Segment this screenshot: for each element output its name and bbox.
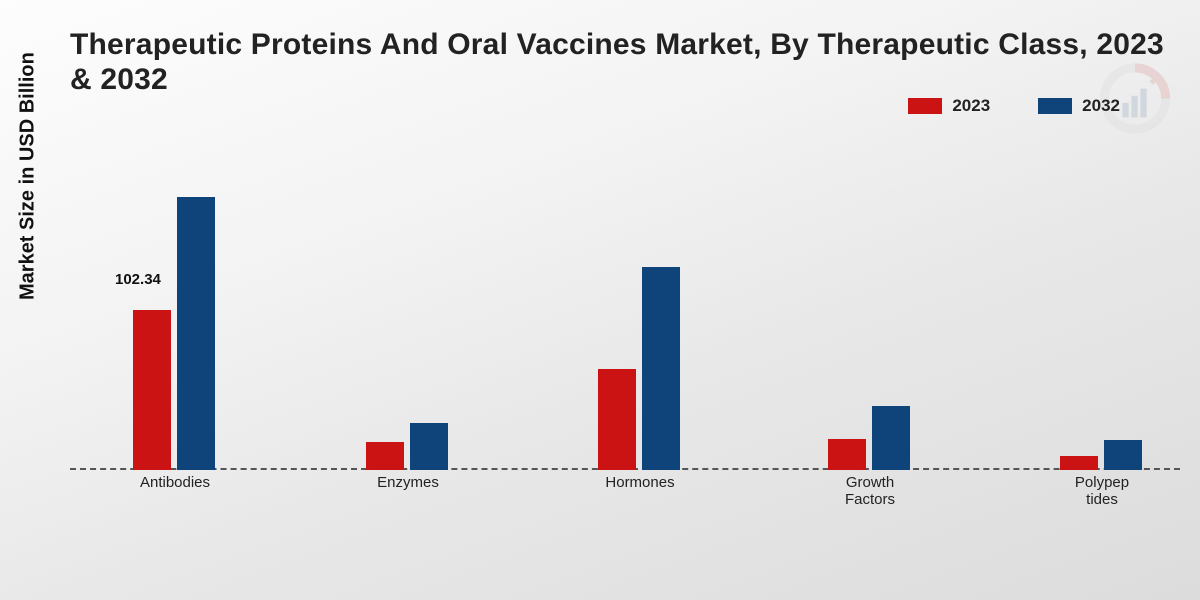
x-label: Enzymes	[338, 474, 478, 491]
x-label: Hormones	[570, 474, 710, 491]
bar	[177, 197, 215, 470]
bar-group	[580, 150, 700, 470]
legend-swatch-2032	[1038, 98, 1072, 114]
legend-label-2023: 2023	[952, 96, 990, 116]
value-label: 102.34	[115, 271, 161, 288]
bar	[410, 423, 448, 470]
x-label: Growth Factors	[800, 474, 940, 509]
bar-group	[115, 150, 235, 470]
legend-item-2032: 2032	[1038, 96, 1120, 116]
x-label: Polypep tides	[1032, 474, 1172, 509]
chart-plot-area: 102.34	[70, 150, 1180, 470]
x-axis-labels: Antibodies Enzymes Hormones Growth Factors P…	[70, 474, 1180, 534]
bar	[872, 406, 910, 470]
bar	[133, 310, 171, 470]
bar	[1104, 440, 1142, 470]
chart-title: Therapeutic Proteins And Oral Vaccines M…	[70, 28, 1170, 97]
bar	[642, 267, 680, 470]
bar-group	[810, 150, 930, 470]
bar-group	[348, 150, 468, 470]
bar	[366, 442, 404, 470]
bar-group	[1042, 150, 1162, 470]
bar	[1060, 456, 1098, 470]
y-axis-label: Market Size in USD Billion	[17, 52, 40, 300]
legend: 2023 2032	[908, 96, 1120, 116]
legend-item-2023: 2023	[908, 96, 990, 116]
legend-swatch-2023	[908, 98, 942, 114]
x-label: Antibodies	[105, 474, 245, 491]
legend-label-2032: 2032	[1082, 96, 1120, 116]
bar	[598, 369, 636, 470]
bar	[828, 439, 866, 470]
